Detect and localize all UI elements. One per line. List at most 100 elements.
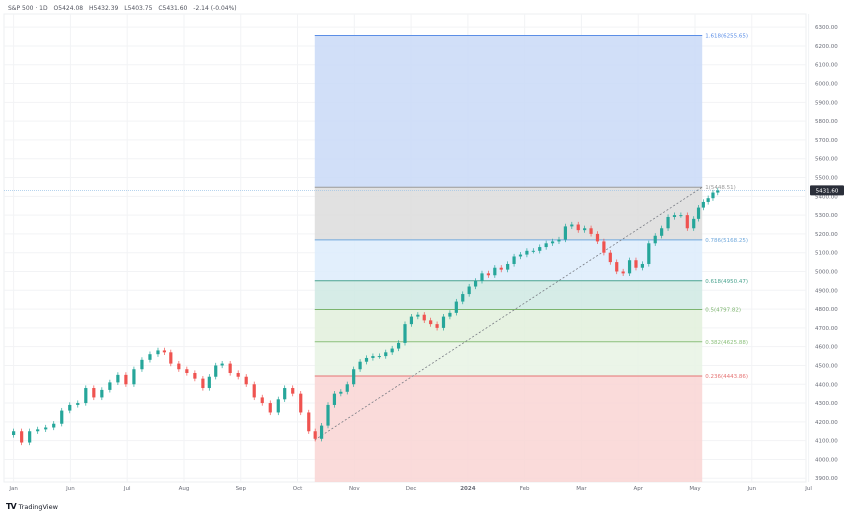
candle-body — [512, 256, 516, 264]
candle-body — [557, 239, 561, 242]
candle-body — [124, 374, 128, 385]
candle-body — [84, 388, 88, 404]
candle-body — [244, 376, 248, 385]
candle-body — [493, 267, 497, 276]
fib-level-label: 1(5448.51) — [705, 185, 736, 191]
candle-body — [531, 250, 535, 252]
fib-zone — [314, 35, 703, 188]
y-tick-label: 4200.00 — [815, 420, 838, 426]
candle-body — [448, 312, 452, 317]
y-tick-label: 5200.00 — [815, 232, 838, 238]
y-tick-label: 4900.00 — [815, 288, 838, 294]
x-tick-label: Jan — [8, 486, 18, 492]
x-tick-label: Feb — [520, 486, 530, 492]
y-tick-label: 6100.00 — [815, 63, 838, 69]
candle-body — [660, 228, 664, 236]
candle-body — [68, 404, 72, 411]
y-tick-label: 4600.00 — [815, 345, 838, 351]
candle-body — [716, 190, 720, 193]
chart-header: S&P 500 · 1D O5424.08 H5432.39 L5403.75 … — [8, 5, 241, 12]
candle-body — [416, 314, 420, 317]
candle-body — [358, 361, 362, 370]
candle-body — [480, 273, 484, 281]
candle-body — [486, 273, 491, 276]
candle-body — [506, 263, 510, 270]
candle-body — [20, 431, 24, 443]
candle-body — [396, 342, 401, 349]
x-tick-label: May — [689, 486, 701, 492]
y-tick-label: 5600.00 — [815, 157, 838, 163]
y-tick-label: 4100.00 — [815, 439, 838, 445]
candle-body — [390, 348, 394, 353]
candle-body — [332, 393, 337, 405]
candle-body — [228, 363, 232, 373]
candle-body — [647, 243, 651, 264]
candle-body — [108, 382, 112, 390]
candle-body — [441, 316, 446, 328]
candle-body — [589, 228, 593, 234]
candle-body — [679, 215, 683, 217]
candle-body — [595, 233, 600, 242]
candle-body — [326, 404, 330, 426]
x-tick-label: 2024 — [460, 486, 475, 492]
candle-body — [268, 403, 272, 413]
fib-zone — [314, 309, 703, 342]
candle-body — [44, 427, 48, 430]
candle-body — [377, 356, 381, 358]
candle-body — [116, 374, 120, 383]
fib-level-label: 0.786(5168.25) — [705, 238, 748, 244]
y-tick-label: 5700.00 — [815, 138, 838, 144]
ohlc-change: -2.14 (-0.04%) — [193, 5, 237, 12]
x-tick-label: Mar — [576, 486, 587, 492]
candle-body — [634, 260, 638, 268]
candle-body — [364, 357, 369, 362]
x-tick-label: Dec — [406, 486, 417, 492]
y-tick-label: 3900.00 — [815, 476, 838, 482]
y-tick-label: 6300.00 — [815, 25, 838, 31]
y-tick-label: 5100.00 — [815, 251, 838, 257]
candle-body — [576, 224, 580, 231]
candle-body — [201, 378, 205, 389]
symbol-label[interactable]: S&P 500 · 1D — [8, 5, 48, 12]
y-tick-label: 5900.00 — [815, 100, 838, 106]
candle-body — [220, 363, 224, 366]
y-tick-label: 5400.00 — [815, 194, 838, 200]
candle-body — [550, 241, 555, 244]
tradingview-logo[interactable]: TV TradingView — [6, 502, 58, 511]
x-tick-label: Jul — [123, 486, 131, 492]
fib-level-label: 0.5(4797.82) — [705, 307, 741, 313]
ohlc-high: H5432.39 — [89, 5, 119, 12]
candle-body — [409, 316, 414, 325]
candle-body — [685, 215, 689, 229]
candle-body — [100, 389, 104, 398]
tradingview-icon: TV — [6, 502, 17, 511]
candle-body — [28, 431, 32, 443]
candle-body — [602, 241, 606, 253]
candle-body — [403, 324, 407, 343]
candle-body — [422, 314, 426, 321]
fib-zone — [314, 239, 703, 281]
x-tick-label: Aug — [179, 486, 190, 492]
candle-body — [307, 412, 311, 432]
y-tick-label: 6200.00 — [815, 44, 838, 50]
candle-body — [538, 247, 542, 251]
candle-body — [313, 431, 317, 439]
candle-body — [473, 280, 478, 287]
candle-body — [352, 369, 356, 385]
y-tick-label: 5300.00 — [815, 213, 838, 219]
candle-body — [299, 393, 303, 413]
candle-body — [672, 215, 677, 217]
candle-body — [429, 320, 433, 325]
candle-body — [252, 384, 256, 398]
x-tick-label: Jul — [804, 486, 812, 492]
candle-body — [711, 192, 715, 199]
fib-level-label: 0.236(4443.86) — [705, 374, 748, 380]
candle-body — [563, 226, 567, 240]
candle-body — [518, 254, 523, 257]
y-tick-label: 4700.00 — [815, 326, 838, 332]
candle-body — [701, 201, 705, 208]
fib-zone — [314, 187, 703, 240]
brand-name: TradingView — [18, 502, 58, 511]
candle-body — [260, 397, 264, 404]
